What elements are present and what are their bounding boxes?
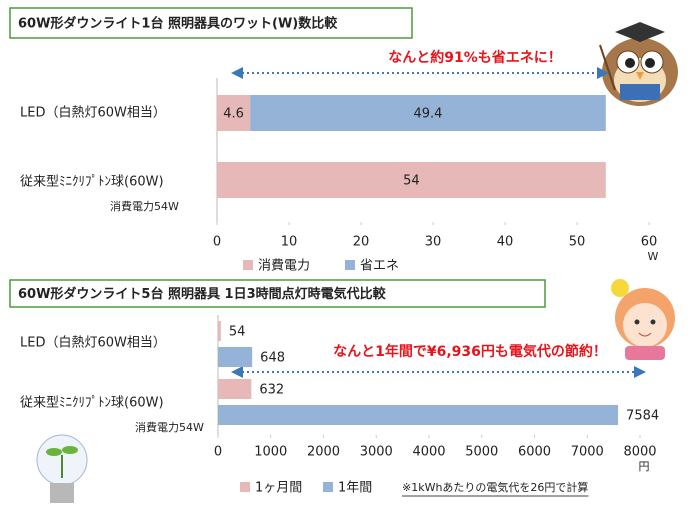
bar (250, 95, 606, 131)
bar (218, 347, 253, 367)
bar (218, 379, 252, 399)
value-label: 54 (403, 174, 420, 189)
x-tick-label: 20 (353, 235, 370, 250)
x-unit: 円 (639, 460, 650, 473)
legend-swatch (345, 260, 355, 270)
category-label: 従来型ﾐﾆｸﾘﾌﾟﾄﾝ球(60W) (20, 175, 164, 190)
legend-swatch (323, 482, 333, 492)
girl-icon (611, 279, 675, 360)
chart-title: 60W形ダウンライト5台 照明器具 1日3時間点灯時電気代比較 (18, 286, 387, 302)
x-unit: W (648, 250, 659, 263)
value-label: 4.6 (223, 107, 244, 122)
owl-icon (599, 22, 678, 106)
bar (217, 95, 251, 131)
x-tick-label: 0 (214, 445, 222, 460)
legend-swatch (243, 260, 253, 270)
footnote: ※1kWhあたりの電気代を26円で計算 (402, 480, 588, 494)
value-label: 632 (259, 383, 284, 398)
title-box (9, 279, 546, 308)
bulb-icon (36, 434, 88, 503)
category-label: LED（白熱灯60W相当） (20, 105, 166, 121)
x-tick-label: 8000 (623, 445, 656, 460)
annotation: なんと約91%も省エネに！ (388, 49, 562, 66)
x-tick-label: 40 (497, 235, 514, 250)
x-tick-label: 50 (569, 235, 586, 250)
legend-swatch (240, 482, 250, 492)
value-label: 7584 (626, 409, 659, 424)
category-label: LED（白熱灯60W相当） (20, 335, 166, 351)
legend-label: 1ヶ月間 (255, 481, 302, 496)
category-label: 従来型ﾐﾆｸﾘﾌﾟﾄﾝ球(60W) (20, 396, 164, 411)
bar (217, 162, 606, 198)
x-tick-label: 7000 (571, 445, 604, 460)
bar (218, 321, 221, 341)
x-tick-label: 4000 (412, 445, 445, 460)
x-tick-label: 1000 (254, 445, 287, 460)
chart-title: 60W形ダウンライト1台 照明器具のワット(W)数比較 (18, 16, 338, 32)
value-label: 648 (260, 351, 285, 366)
x-tick-label: 10 (281, 235, 298, 250)
x-tick-label: 60 (641, 235, 658, 250)
legend-label: 消費電力 (258, 259, 310, 274)
legend-label: 省エネ (360, 259, 399, 274)
value-label: 49.4 (413, 107, 442, 122)
x-tick-label: 5000 (465, 445, 498, 460)
value-label: 54 (229, 325, 246, 340)
x-tick-label: 3000 (360, 445, 393, 460)
legend-label: 1年間 (338, 481, 372, 496)
annotation: なんと1年間で¥6,936円も電気代の節約！ (333, 343, 607, 360)
bar (218, 405, 619, 425)
category-note: 消費電力54W (110, 199, 179, 213)
x-tick-label: 6000 (518, 445, 551, 460)
x-tick-label: 0 (213, 235, 221, 250)
title-box (9, 7, 413, 39)
x-tick-label: 2000 (307, 445, 340, 460)
x-tick-label: 30 (425, 235, 442, 250)
category-note: 消費電力54W (135, 420, 204, 434)
